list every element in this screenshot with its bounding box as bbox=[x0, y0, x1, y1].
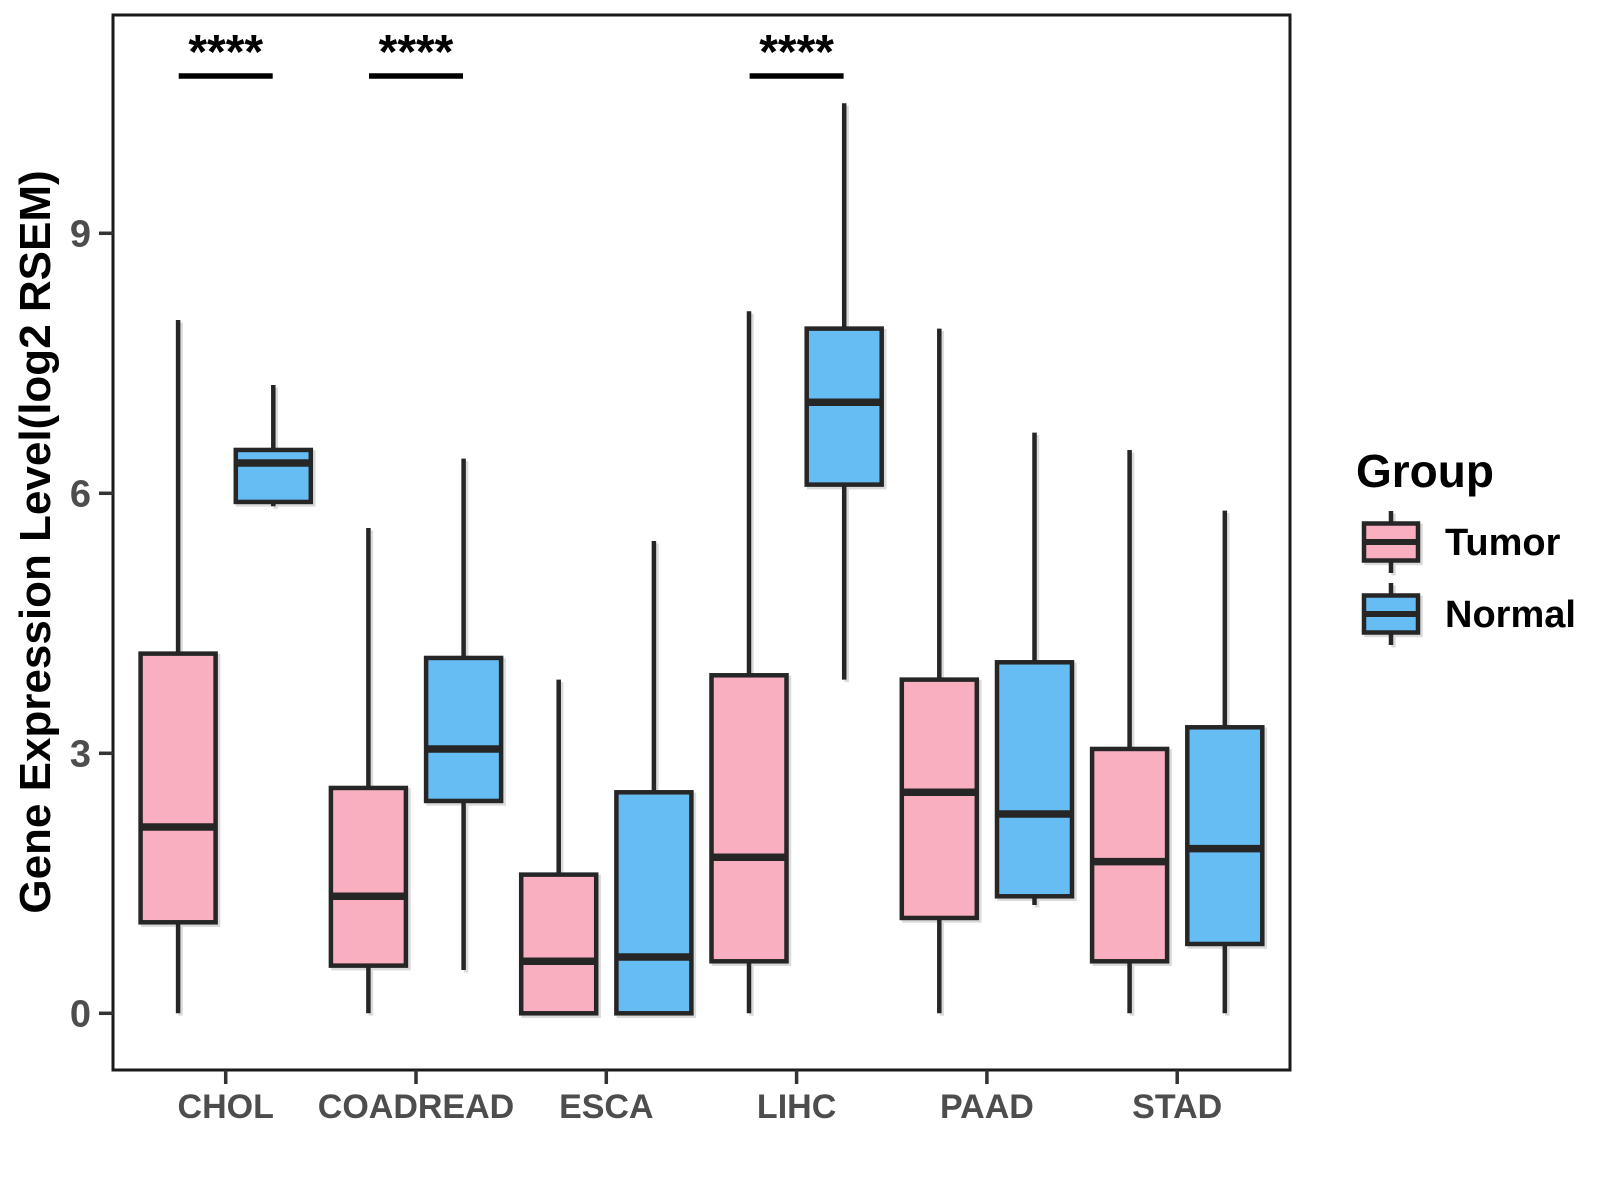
y-axis-title: Gene Expression Level(log2 RSEM) bbox=[11, 170, 60, 913]
significance-coadread: **** bbox=[369, 26, 463, 79]
iqr-box bbox=[994, 660, 1075, 899]
x-tick-label-chol: CHOL bbox=[178, 1088, 274, 1126]
significance-lihc: **** bbox=[749, 26, 844, 79]
iqr-box bbox=[804, 326, 884, 487]
y-tick-label: 3 bbox=[70, 733, 91, 775]
iqr-box bbox=[138, 651, 218, 925]
iqr-box bbox=[1185, 725, 1265, 947]
significance-chol: **** bbox=[178, 26, 273, 79]
x-tick-label-paad: PAAD bbox=[940, 1088, 1034, 1126]
box-tumor-coadread bbox=[328, 527, 409, 1014]
legend-item-label: Tumor bbox=[1445, 522, 1561, 564]
plot-panel-border bbox=[111, 13, 1292, 1072]
box-normal-stad bbox=[1185, 510, 1265, 1014]
box-tumor-stad bbox=[1089, 449, 1170, 1014]
iqr-box bbox=[614, 790, 694, 1016]
iqr-box bbox=[328, 785, 409, 968]
iqr-box bbox=[899, 677, 980, 921]
iqr-box bbox=[1089, 746, 1170, 964]
legend-items-group: Tumor Normal bbox=[1361, 511, 1576, 645]
significance-stars: **** bbox=[379, 26, 454, 79]
box-normal-coadread bbox=[423, 458, 504, 970]
box-tumor-esca bbox=[518, 679, 599, 1016]
box-normal-lihc bbox=[804, 103, 884, 680]
y-axis-group: 0 3 6 9 bbox=[70, 213, 113, 1035]
significance-annotations-group: **** **** **** bbox=[178, 26, 844, 79]
x-tick-label-esca: ESCA bbox=[559, 1088, 653, 1126]
box-normal-paad bbox=[994, 432, 1075, 905]
box-tumor-chol bbox=[138, 319, 218, 1014]
legend-item-tumor bbox=[1361, 511, 1421, 573]
legend-item-label: Normal bbox=[1445, 594, 1576, 636]
boxplot-series-group bbox=[138, 103, 1265, 1016]
x-tick-label-coadread: COADREAD bbox=[318, 1088, 514, 1126]
iqr-box bbox=[423, 655, 504, 804]
box-normal-esca bbox=[614, 540, 694, 1016]
legend: Group Tumor Normal bbox=[1356, 445, 1576, 645]
y-tick-label: 6 bbox=[70, 473, 91, 515]
x-axis-group: CHOL COADREAD ESCA LIHC PAAD STAD bbox=[178, 1070, 1222, 1126]
box-tumor-lihc bbox=[709, 311, 789, 1014]
significance-stars: **** bbox=[188, 26, 263, 79]
iqr-box bbox=[518, 872, 599, 1016]
legend-item-normal bbox=[1361, 583, 1421, 645]
y-tick-label: 0 bbox=[70, 993, 91, 1035]
significance-stars: **** bbox=[759, 26, 834, 79]
x-tick-label-stad: STAD bbox=[1132, 1088, 1222, 1126]
iqr-box bbox=[233, 447, 314, 505]
legend-title: Group bbox=[1356, 445, 1494, 497]
x-tick-label-lihc: LIHC bbox=[757, 1088, 836, 1126]
y-tick-label: 9 bbox=[70, 213, 91, 255]
box-tumor-paad bbox=[899, 328, 980, 1014]
box-normal-chol bbox=[233, 384, 314, 507]
iqr-box bbox=[709, 673, 789, 964]
